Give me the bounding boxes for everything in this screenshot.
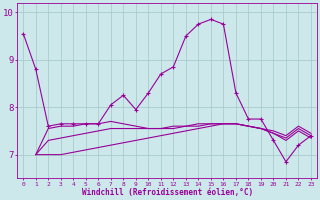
X-axis label: Windchill (Refroidissement éolien,°C): Windchill (Refroidissement éolien,°C) (82, 188, 253, 197)
